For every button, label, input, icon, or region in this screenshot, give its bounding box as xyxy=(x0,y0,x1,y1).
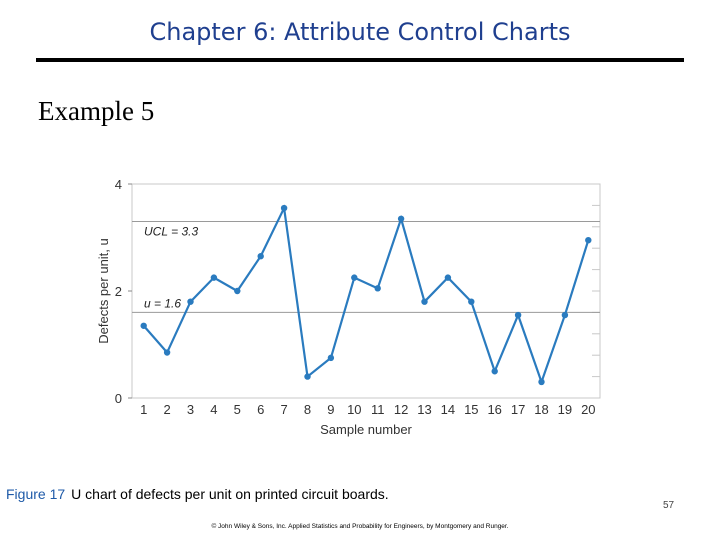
x-tick-label: 13 xyxy=(417,402,431,417)
data-point xyxy=(351,274,358,281)
slide-title: Chapter 6: Attribute Control Charts xyxy=(149,18,571,46)
data-point xyxy=(585,236,592,244)
x-tick-label: 15 xyxy=(464,402,478,417)
x-tick-label: 18 xyxy=(534,402,548,417)
x-tick-label: 19 xyxy=(558,402,572,417)
y-tick-label: 0 xyxy=(115,391,122,406)
data-point xyxy=(514,311,522,319)
data-point xyxy=(280,204,288,212)
data-point xyxy=(444,274,452,281)
example-heading: Example 5 xyxy=(38,96,155,126)
data-point xyxy=(304,373,311,380)
title-rule xyxy=(36,58,684,62)
y-axis-label: Defects per unit, u xyxy=(96,238,111,344)
x-tick-label: 16 xyxy=(487,402,501,417)
x-tick-label: 2 xyxy=(163,402,170,417)
x-tick-label: 11 xyxy=(371,402,385,417)
data-point xyxy=(163,349,171,356)
x-tick-label: 20 xyxy=(581,402,595,417)
x-tick-label: 14 xyxy=(441,402,455,417)
x-tick-label: 10 xyxy=(347,402,361,417)
data-point xyxy=(187,298,194,305)
data-point xyxy=(374,285,381,292)
plot-frame xyxy=(131,183,601,399)
data-point xyxy=(421,298,428,305)
series-line xyxy=(142,204,590,386)
figure-text: U chart of defects per unit on printed c… xyxy=(71,486,389,502)
figure-caption: Figure 17 U chart of defects per unit on … xyxy=(6,486,389,502)
x-tick-label: 3 xyxy=(187,402,194,417)
data-point xyxy=(210,274,218,281)
x-tick-label: 6 xyxy=(257,402,264,417)
data-point xyxy=(491,368,498,375)
data-point xyxy=(561,311,569,319)
x-tick-label: 4 xyxy=(210,402,217,417)
page-number: 57 xyxy=(663,500,675,511)
center-line-label: u = 1.6 xyxy=(144,296,181,310)
figure-label: Figure 17 xyxy=(6,486,66,502)
x-tick-label: 8 xyxy=(304,402,311,417)
x-tick-label: 9 xyxy=(327,402,334,417)
data-point xyxy=(257,253,264,260)
data-point xyxy=(468,298,475,305)
x-tick-label: 1 xyxy=(140,402,147,417)
x-tick-label: 17 xyxy=(511,402,525,417)
data-point xyxy=(140,322,147,329)
x-axis-label: Sample number xyxy=(320,422,412,437)
x-tick-label: 5 xyxy=(234,402,241,417)
y-tick-label: 2 xyxy=(115,284,122,299)
data-point xyxy=(397,215,405,222)
data-point xyxy=(234,287,241,295)
ucl-label: UCL = 3.3 xyxy=(144,224,198,238)
data-point xyxy=(327,354,335,362)
x-tick-label: 12 xyxy=(394,402,408,417)
y-tick-label: 4 xyxy=(115,177,122,192)
data-point xyxy=(538,378,545,386)
copyright-notice: © John Wiley & Sons, Inc. Applied Statis… xyxy=(211,523,509,530)
x-tick-label: 7 xyxy=(280,402,287,417)
